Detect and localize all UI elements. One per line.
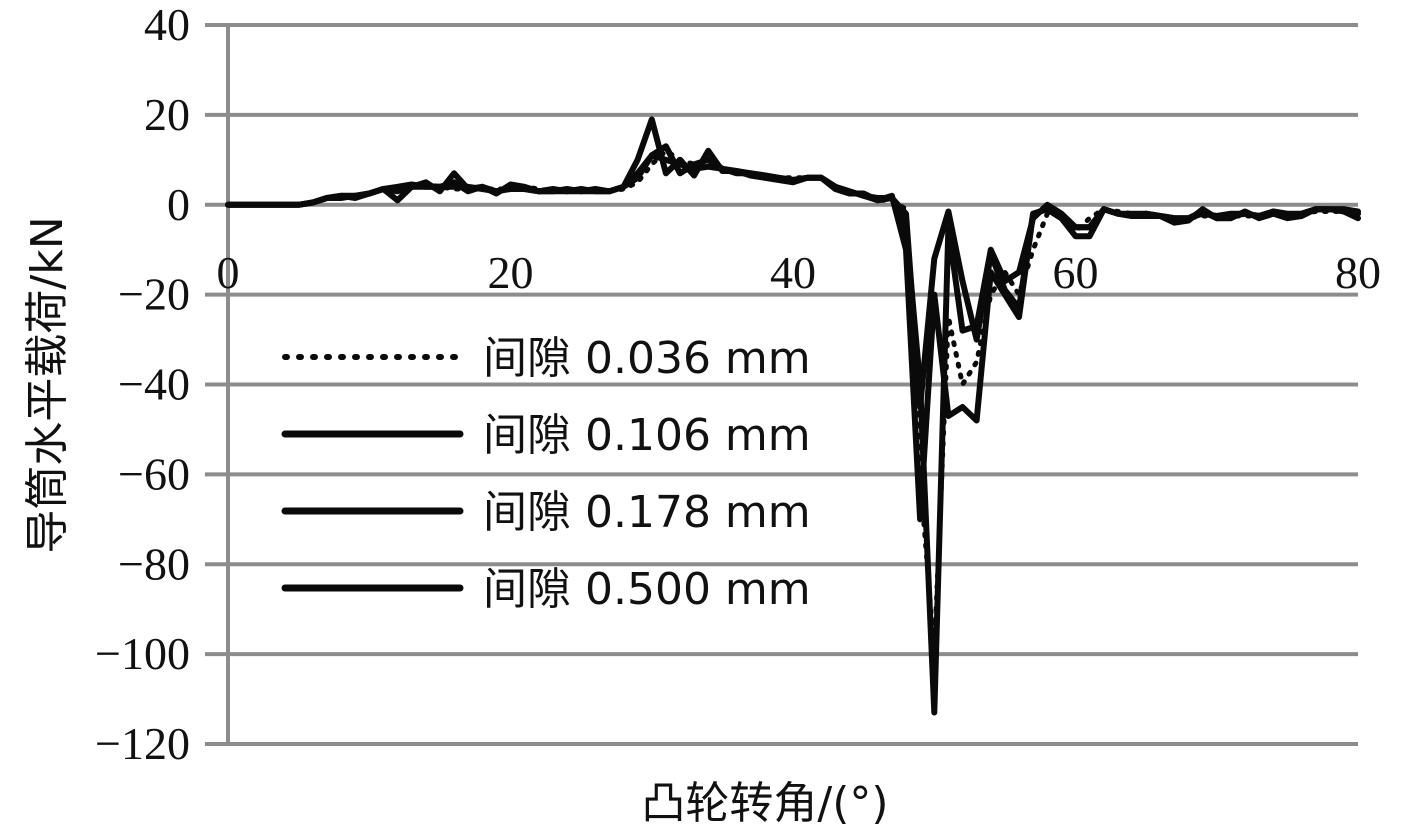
x-tick-label: 20 [488,247,534,298]
gridlines [205,23,1358,746]
y-tick-label: 20 [144,89,190,140]
x-tick-label: 40 [770,247,816,298]
series-lines [225,116,1361,716]
x-tick-label: 0 [217,247,240,298]
y-tick-label: 40 [144,0,190,50]
legend-label-4: 间隙 0.500 mm [483,564,811,615]
y-tick-label: 0 [167,179,190,230]
legend: 间隙 0.036 mm 间隙 0.106 mm 间隙 0.178 mm 间隙 0.50… [281,333,811,615]
y-tick-label: −60 [118,448,190,499]
legend-label-2: 间隙 0.106 mm [483,410,811,461]
legend-label-3: 间隙 0.178 mm [483,487,811,538]
x-tick-label: 60 [1053,247,1099,298]
tick-labels: 40 20 0 −20 −40 −60 −80 −100 −120 0 20 40 60 80 [95,0,1381,769]
x-axis-title: 凸轮转角/(°) [641,778,888,829]
legend-label-1: 间隙 0.036 mm [483,333,811,384]
y-tick-label: −80 [118,538,190,589]
series-line-4 [225,152,1361,410]
y-tick-label: −40 [118,359,190,410]
y-tick-label: −100 [95,628,190,679]
y-tick-label: −20 [118,269,190,320]
y-tick-label: −120 [95,718,190,769]
x-tick-label: 80 [1335,247,1381,298]
y-axis-title: 导筒水平载荷/kN [22,216,73,553]
